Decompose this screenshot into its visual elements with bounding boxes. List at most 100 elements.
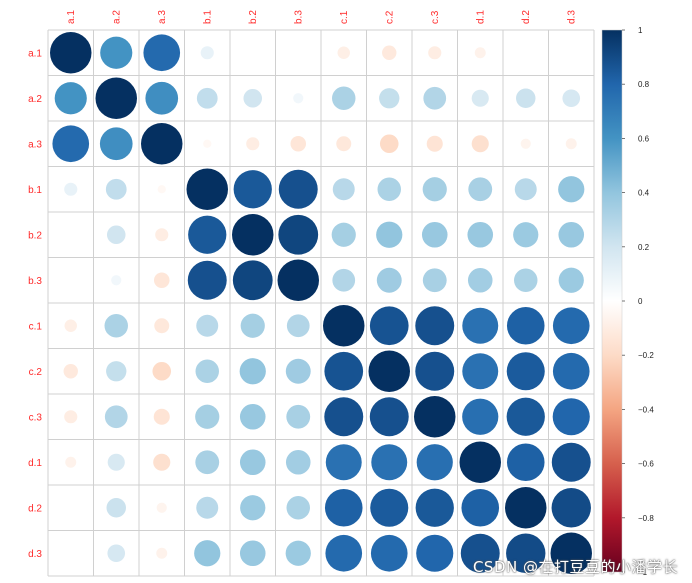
corr-circle-d.3-b.1 (194, 540, 221, 567)
row-label-a.2: a.2 (28, 94, 42, 105)
corr-circle-b.2-b.3 (278, 214, 319, 255)
corr-circle-d.3-c.2 (370, 534, 408, 572)
corr-circle-a.1-c.1 (337, 46, 350, 59)
corr-circle-a.1-a.3 (143, 34, 181, 72)
corr-circle-a.3-d.1 (471, 135, 489, 153)
corr-circle-a.2-b.2 (243, 88, 263, 108)
corr-circle-d.3-a.3 (156, 547, 168, 559)
corr-circle-c.2-a.3 (152, 361, 172, 381)
row-label-d.2: d.2 (28, 503, 42, 514)
corr-circle-b.2-d.1 (467, 221, 494, 248)
corr-circle-b.2-b.1 (188, 215, 227, 254)
colorbar-tick-label: 0.8 (638, 80, 650, 89)
corr-circle-b.1-b.2 (233, 170, 272, 209)
corr-circle-d.1-a.1 (65, 456, 77, 468)
row-label-b.2: b.2 (28, 230, 42, 241)
corr-circle-b.1-b.1 (186, 168, 228, 210)
corr-circle-b.1-a.1 (64, 182, 78, 196)
col-label-b.1: b.1 (202, 10, 213, 24)
corr-circle-d.2-d.1 (461, 488, 500, 527)
colorbar-tick-label: 1 (638, 26, 643, 35)
corr-circle-a.2-c.3 (423, 86, 447, 110)
corr-circle-b.3-d.3 (558, 267, 584, 293)
corr-circle-a.1-a.1 (50, 32, 92, 74)
corr-circle-a.2-c.2 (379, 88, 400, 109)
corr-circle-b.3-a.3 (153, 272, 170, 289)
col-label-c.1: c.1 (339, 10, 350, 24)
col-label-b.3: b.3 (293, 10, 304, 24)
corr-circle-c.2-c.1 (324, 351, 364, 391)
corr-circle-c.2-d.3 (552, 352, 590, 390)
corr-circle-a.2-a.3 (145, 81, 179, 115)
corr-circle-c.3-b.3 (286, 404, 311, 429)
corr-circle-c.3-c.1 (324, 397, 364, 437)
corr-circle-b.3-b.2 (232, 260, 273, 301)
corr-circle-c.1-d.3 (552, 307, 590, 345)
corr-circle-d.2-d.3 (551, 488, 591, 528)
corr-circle-d.2-a.3 (156, 502, 167, 513)
corr-circle-b.1-b.3 (278, 169, 318, 209)
corr-circle-d.3-b.2 (239, 540, 266, 567)
corr-circle-c.3-b.1 (195, 404, 220, 429)
corr-circle-a.3-c.2 (379, 134, 399, 154)
corr-circle-a.2-b.1 (196, 87, 218, 109)
corr-circle-c.3-c.2 (369, 397, 409, 437)
corr-circle-c.1-a.1 (64, 319, 77, 332)
corr-circle-b.3-c.1 (332, 268, 356, 292)
corr-circle-a.2-d.1 (471, 89, 489, 107)
corr-circle-d.2-d.2 (505, 487, 547, 529)
col-label-d.1: d.1 (475, 10, 486, 24)
corr-circle-b.3-a.2 (111, 275, 122, 286)
colorbar-tick-label: −1 (638, 568, 648, 577)
corr-circle-a.1-c.3 (428, 46, 442, 60)
colorbar-tick-label: −0.2 (638, 351, 654, 360)
corr-circle-c.2-a.1 (63, 364, 78, 379)
corr-circle-d.1-c.3 (416, 444, 453, 481)
col-label-a.3: a.3 (157, 10, 168, 24)
corr-circle-c.2-b.2 (239, 358, 266, 385)
corr-circle-a.3-d.2 (520, 138, 531, 149)
col-label-a.1: a.1 (66, 10, 77, 24)
corr-circle-a.1-d.1 (474, 47, 486, 59)
corr-circle-b.2-c.2 (376, 221, 403, 248)
corr-circle-b.3-d.2 (514, 268, 538, 292)
colorbar-tick-label: −0.8 (638, 514, 654, 523)
corr-circle-a.2-d.2 (516, 88, 536, 108)
row-label-b.3: b.3 (28, 276, 42, 287)
corr-circle-d.3-c.3 (416, 534, 454, 572)
corr-circle-d.2-c.1 (324, 488, 363, 527)
color-legend: 1 0.8 0.6 0.4 0.2 0 −0.2 −0.4 −0.6 −0.8 −1 (601, 26, 654, 577)
corr-circle-b.1-c.1 (332, 178, 355, 201)
corr-circle-d.3-c.1 (325, 534, 363, 572)
corr-circle-a.3-c.3 (426, 135, 443, 152)
row-label-a.1: a.1 (28, 48, 42, 59)
row-label-d.1: d.1 (28, 458, 42, 469)
corr-circle-d.2-b.1 (196, 496, 219, 519)
corr-circle-c.1-d.1 (462, 307, 499, 344)
corr-circle-a.1-b.1 (200, 46, 214, 60)
corr-circle-a.3-a.2 (99, 127, 133, 161)
corr-circle-a.3-a.3 (141, 123, 183, 165)
corr-circle-d.2-c.2 (370, 488, 409, 527)
corr-circle-c.1-c.2 (369, 306, 409, 346)
row-label-b.1: b.1 (28, 185, 42, 196)
col-label-c.2: c.2 (384, 10, 395, 24)
corr-circle-b.1-d.3 (558, 176, 585, 203)
corr-circle-d.1-c.1 (325, 444, 362, 481)
corr-circle-b.2-b.2 (232, 214, 274, 256)
corr-circle-a.3-b.1 (203, 139, 212, 148)
row-label-a.3: a.3 (28, 139, 42, 150)
corr-circle-c.2-c.2 (368, 350, 410, 392)
corr-circle-b.2-c.3 (421, 221, 448, 248)
corr-circle-c.2-b.1 (195, 359, 219, 383)
corr-circle-c.3-a.1 (64, 410, 78, 424)
corr-circle-b.2-c.1 (331, 222, 356, 247)
corr-circle-d.1-c.2 (371, 444, 408, 481)
corr-circle-c.1-b.2 (240, 313, 265, 338)
corr-circle-d.2-b.3 (286, 496, 310, 520)
corr-circle-a.3-c.1 (336, 136, 352, 152)
corr-circle-b.2-d.2 (513, 222, 539, 248)
colorbar-tick-label: −0.6 (638, 460, 654, 469)
corr-circle-c.3-d.1 (462, 398, 499, 435)
corr-circle-a.2-b.3 (293, 93, 304, 104)
